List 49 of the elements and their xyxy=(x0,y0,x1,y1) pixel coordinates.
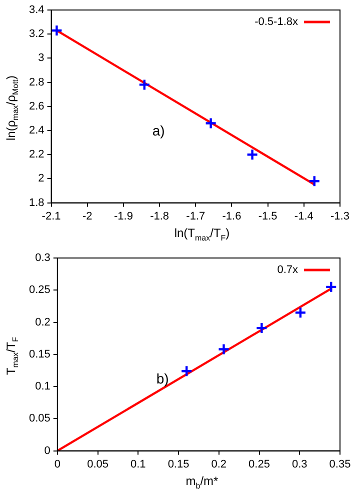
legend-label: 0.7x xyxy=(277,264,298,276)
point xyxy=(294,306,307,319)
annotation: a) xyxy=(152,122,165,138)
y-tick-label: 2.6 xyxy=(28,100,44,112)
point xyxy=(325,280,338,294)
y-tick-label: 0.25 xyxy=(28,284,50,296)
x-tick-label: -1.3 xyxy=(330,210,350,222)
x-tick-label: 0 xyxy=(54,458,60,470)
x-tick-label: 0.25 xyxy=(248,458,270,470)
x-tick-label: -2.1 xyxy=(42,210,61,222)
x-tick-label: 0.2 xyxy=(211,458,227,470)
point xyxy=(204,117,217,130)
point xyxy=(308,175,320,188)
point xyxy=(246,148,258,161)
y-tick-label: 2.8 xyxy=(28,76,44,88)
point xyxy=(218,343,230,356)
x-tick-label: -2 xyxy=(82,210,92,222)
x-tick-label: 0.05 xyxy=(87,458,108,470)
x-tick-label: -1.7 xyxy=(186,210,206,222)
y-tick-label: 0.15 xyxy=(28,348,50,360)
y-tick-label: 0.1 xyxy=(35,380,50,393)
x-tick-label: -1.9 xyxy=(114,210,133,222)
legend-label: -0.5-1.8x xyxy=(254,16,298,28)
y-tick-label: 0 xyxy=(44,444,50,457)
x-tick-label: 0.1 xyxy=(130,458,146,470)
x-tick-label: -1.6 xyxy=(222,210,242,222)
y-tick-label: 3.2 xyxy=(28,28,44,40)
y-tick-label: 3 xyxy=(38,52,44,64)
x-tick-label: 0.15 xyxy=(168,458,190,470)
x-axis-title: ln(T$_{max}$/T$_{F}$) xyxy=(173,226,231,242)
point xyxy=(180,365,193,378)
x-tick-label: 0.35 xyxy=(329,458,351,470)
y-tick-label: 2.2 xyxy=(28,148,44,161)
y-tick-label: 3.4 xyxy=(28,4,44,16)
point xyxy=(51,24,63,37)
x-tick-label: -1.5 xyxy=(258,210,278,222)
point xyxy=(256,322,268,334)
y-tick-label: 2 xyxy=(38,172,44,185)
y-tick-label: 0.05 xyxy=(28,412,50,425)
y-tick-label: 0.3 xyxy=(35,252,50,264)
x-axis-title: m$_{b}$/m* xyxy=(184,474,220,490)
x-tick-label: -1.8 xyxy=(150,210,170,222)
y-tick-label: 0.2 xyxy=(35,316,50,328)
x-tick-label: 0.3 xyxy=(292,458,308,470)
y-tick-label: 2.4 xyxy=(28,124,44,137)
point xyxy=(138,78,150,91)
annotation: b) xyxy=(156,370,169,386)
x-tick-label: -1.4 xyxy=(294,210,314,222)
y-tick-label: 1.8 xyxy=(28,196,44,209)
